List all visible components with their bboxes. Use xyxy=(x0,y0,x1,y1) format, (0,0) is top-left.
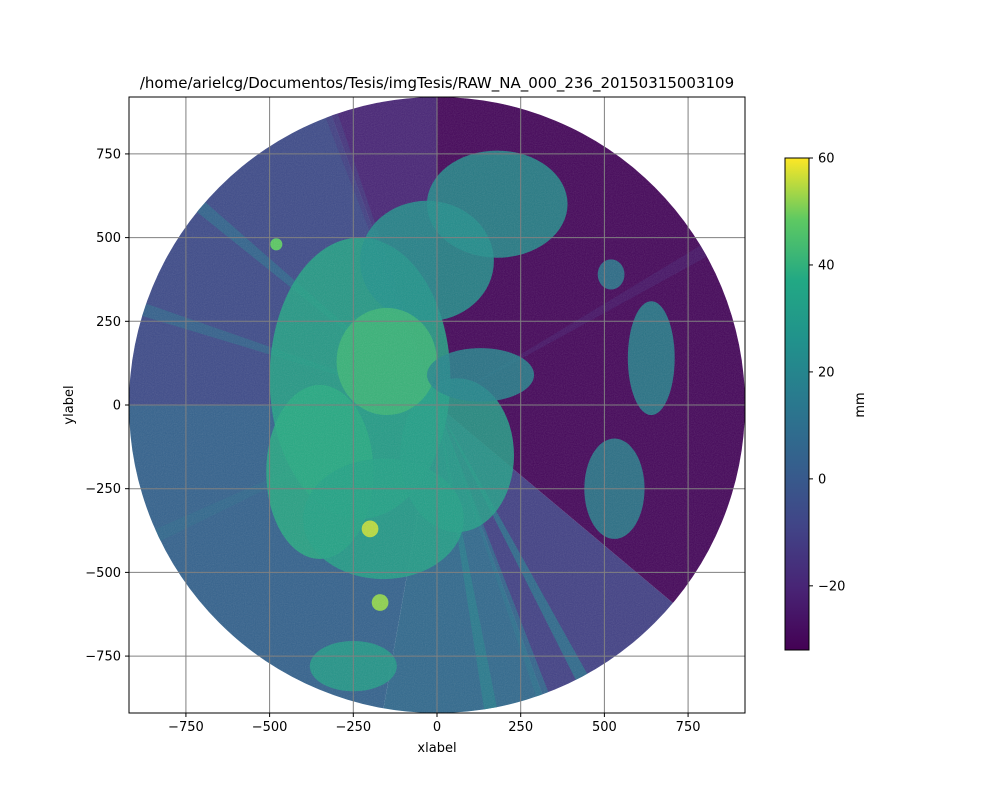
colorbar-tick-label-3: 40 xyxy=(818,258,835,273)
y-axis-ticks: −750 −500 −250 0 250 500 750 xyxy=(85,147,129,664)
y-axis-label: ylabel xyxy=(62,385,77,424)
y-tick-label-4: 250 xyxy=(96,315,121,330)
colorbar-label: mm xyxy=(853,392,868,417)
x-tick-label-4: 250 xyxy=(508,720,533,735)
colorbar-tick-label-2: 20 xyxy=(818,365,835,380)
x-tick-label-0: −750 xyxy=(168,720,204,735)
colorbar-tick-label-0: −20 xyxy=(818,579,845,594)
chart-title: /home/arielcg/Documentos/Tesis/imgTesis/… xyxy=(140,74,734,93)
colorbar-strip xyxy=(785,158,809,650)
colorbar: −20 0 20 40 60 mm xyxy=(785,152,868,651)
y-tick-label-1: −500 xyxy=(85,566,121,581)
y-tick-label-5: 500 xyxy=(96,231,121,246)
colorbar-tick-label-4: 60 xyxy=(818,152,835,167)
colorbar-ticks: −20 0 20 40 60 xyxy=(809,152,845,595)
y-tick-label-2: −250 xyxy=(85,482,121,497)
y-tick-label-0: −750 xyxy=(85,650,121,665)
x-tick-label-3: 0 xyxy=(433,720,441,735)
x-axis-label: xlabel xyxy=(417,741,456,756)
x-tick-label-1: −500 xyxy=(252,720,288,735)
colorbar-tick-label-1: 0 xyxy=(818,472,826,487)
x-tick-label-5: 500 xyxy=(592,720,617,735)
y-tick-label-6: 750 xyxy=(96,147,121,162)
plot-area xyxy=(127,95,747,715)
x-tick-label-2: −250 xyxy=(335,720,371,735)
x-tick-label-6: 750 xyxy=(676,720,701,735)
x-axis-ticks: −750 −500 −250 0 250 500 750 xyxy=(168,713,700,735)
y-tick-label-3: 0 xyxy=(113,399,121,414)
